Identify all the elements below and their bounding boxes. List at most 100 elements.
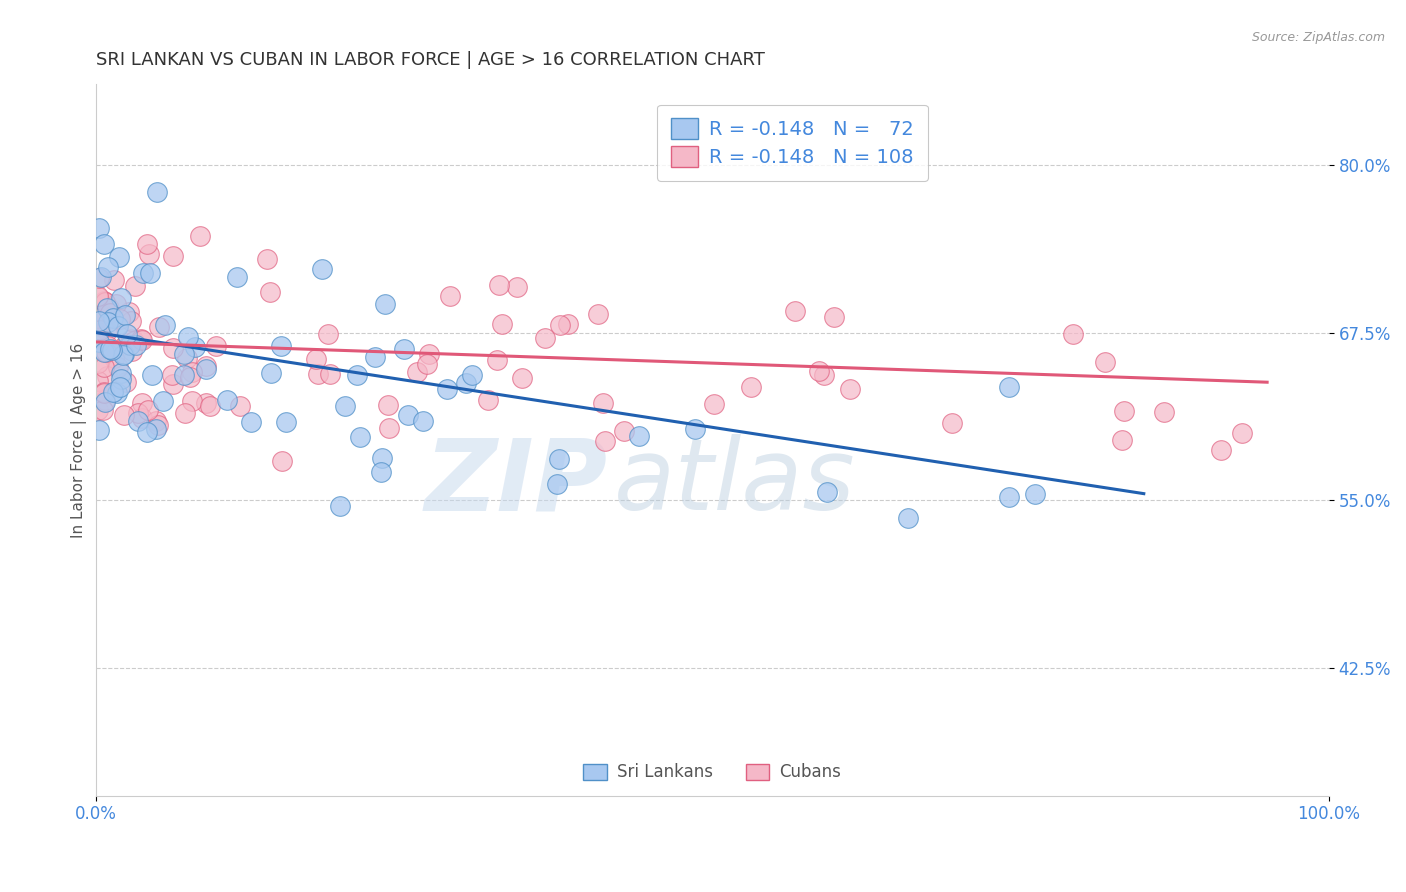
Point <box>87 356 110 370</box>
Point <box>110 372 132 386</box>
Point <box>115 376 138 390</box>
Point <box>120 314 142 328</box>
Point <box>416 357 439 371</box>
Point <box>98 306 121 320</box>
Point <box>101 384 124 399</box>
Point <box>89 323 111 337</box>
Point <box>506 280 529 294</box>
Point <box>93 345 115 359</box>
Y-axis label: In Labor Force | Age > 16: In Labor Force | Age > 16 <box>72 343 87 538</box>
Point <box>162 249 184 263</box>
Point <box>1094 354 1116 368</box>
Point <box>1211 442 1233 457</box>
Point <box>195 396 218 410</box>
Point <box>174 407 197 421</box>
Point <box>406 365 429 379</box>
Point <box>97 343 120 357</box>
Point <box>127 414 149 428</box>
Text: SRI LANKAN VS CUBAN IN LABOR FORCE | AGE > 16 CORRELATION CHART: SRI LANKAN VS CUBAN IN LABOR FORCE | AGE… <box>96 51 765 69</box>
Point <box>114 338 136 352</box>
Point <box>107 359 129 374</box>
Point <box>703 397 725 411</box>
Point <box>485 353 508 368</box>
Point <box>103 351 125 365</box>
Point <box>548 452 571 467</box>
Point <box>436 382 458 396</box>
Point <box>316 327 339 342</box>
Point <box>333 399 356 413</box>
Point <box>180 394 202 409</box>
Point <box>91 403 114 417</box>
Point <box>103 273 125 287</box>
Point <box>141 368 163 382</box>
Point <box>93 237 115 252</box>
Point <box>183 340 205 354</box>
Point <box>1111 433 1133 447</box>
Point <box>371 450 394 465</box>
Point <box>1062 326 1084 341</box>
Point <box>89 220 111 235</box>
Point <box>93 385 115 400</box>
Point <box>259 285 281 299</box>
Point <box>146 186 169 200</box>
Point <box>546 477 568 491</box>
Point <box>115 326 138 341</box>
Point <box>256 252 278 266</box>
Point <box>120 332 142 346</box>
Point <box>94 344 117 359</box>
Point <box>110 366 132 380</box>
Point <box>181 365 204 379</box>
Point <box>98 301 121 316</box>
Point <box>997 490 1019 504</box>
Point <box>329 499 352 513</box>
Point <box>783 304 806 318</box>
Point <box>131 396 153 410</box>
Point <box>194 359 217 374</box>
Point <box>135 425 157 440</box>
Point <box>97 339 120 353</box>
Point <box>136 403 159 417</box>
Point <box>87 328 110 343</box>
Point <box>132 266 155 280</box>
Point <box>105 386 128 401</box>
Point <box>96 324 118 338</box>
Point <box>305 351 328 366</box>
Point <box>98 342 121 356</box>
Point <box>627 429 650 443</box>
Point <box>131 410 153 425</box>
Point <box>112 346 135 360</box>
Point <box>117 304 139 318</box>
Point <box>136 237 159 252</box>
Point <box>110 291 132 305</box>
Point <box>138 266 160 280</box>
Point <box>195 361 218 376</box>
Point <box>146 417 169 432</box>
Point <box>93 384 115 399</box>
Point <box>274 415 297 429</box>
Point <box>177 330 200 344</box>
Text: Source: ZipAtlas.com: Source: ZipAtlas.com <box>1251 31 1385 45</box>
Point <box>108 250 131 264</box>
Point <box>93 294 115 309</box>
Point <box>108 312 131 326</box>
Point <box>87 288 110 302</box>
Point <box>115 336 138 351</box>
Point <box>198 399 221 413</box>
Point <box>392 342 415 356</box>
Point <box>346 368 368 383</box>
Point <box>162 341 184 355</box>
Point <box>225 270 247 285</box>
Point <box>311 261 333 276</box>
Point <box>127 406 149 420</box>
Point <box>838 382 860 396</box>
Point <box>997 379 1019 393</box>
Point <box>145 414 167 428</box>
Point <box>229 399 252 413</box>
Point <box>897 511 920 525</box>
Point <box>138 247 160 261</box>
Point <box>87 374 110 388</box>
Point <box>307 367 329 381</box>
Point <box>377 398 399 412</box>
Point <box>121 344 143 359</box>
Point <box>270 454 292 468</box>
